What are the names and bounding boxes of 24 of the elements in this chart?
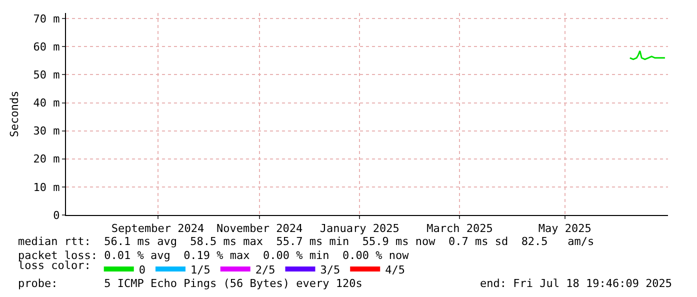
y-tick-label: 60 m: [33, 40, 60, 54]
legend-label: 4/5: [385, 263, 405, 276]
text: median rtt: 56.1 ms avg 58.5 ms max 55.7 ms min 55.9 ms now 0.7 ms sd 82.5 am/s: [18, 235, 594, 248]
x-tick-label: November 2024: [216, 222, 303, 236]
line-series: [629, 50, 666, 60]
y-tick-label: 50 m: [33, 68, 60, 82]
legend-label: 2/5: [255, 263, 276, 276]
x-tick-label: March 2025: [426, 222, 493, 236]
x-tick-label: January 2025: [320, 222, 400, 236]
y-tick-label: 10 m: [33, 180, 60, 194]
x-tick-label: May 2025: [538, 222, 592, 236]
y-tick-label: 70 m: [33, 12, 60, 26]
y-tick-label: 0: [53, 208, 60, 222]
legend-label: 3/5: [320, 263, 340, 276]
legend-label: 0: [138, 263, 146, 276]
y-tick-label: 20 m: [33, 152, 60, 166]
text: end: Fri Jul 18 19:46:09 2025: [480, 277, 672, 290]
text: packet loss: 0.01 % avg 0.19 % max 0.00 % min 0.00 % now: [18, 249, 410, 262]
text: probe: 5 ICMP Echo Pings (56 Bytes) every 120s: [18, 277, 362, 290]
legend-label: 1/5: [190, 263, 210, 276]
y-tick-label: 40 m: [33, 96, 60, 110]
y-tick-label: 30 m: [33, 124, 60, 138]
x-tick-label: September 2024: [111, 222, 204, 236]
y-axis-title: Seconds: [8, 90, 21, 138]
